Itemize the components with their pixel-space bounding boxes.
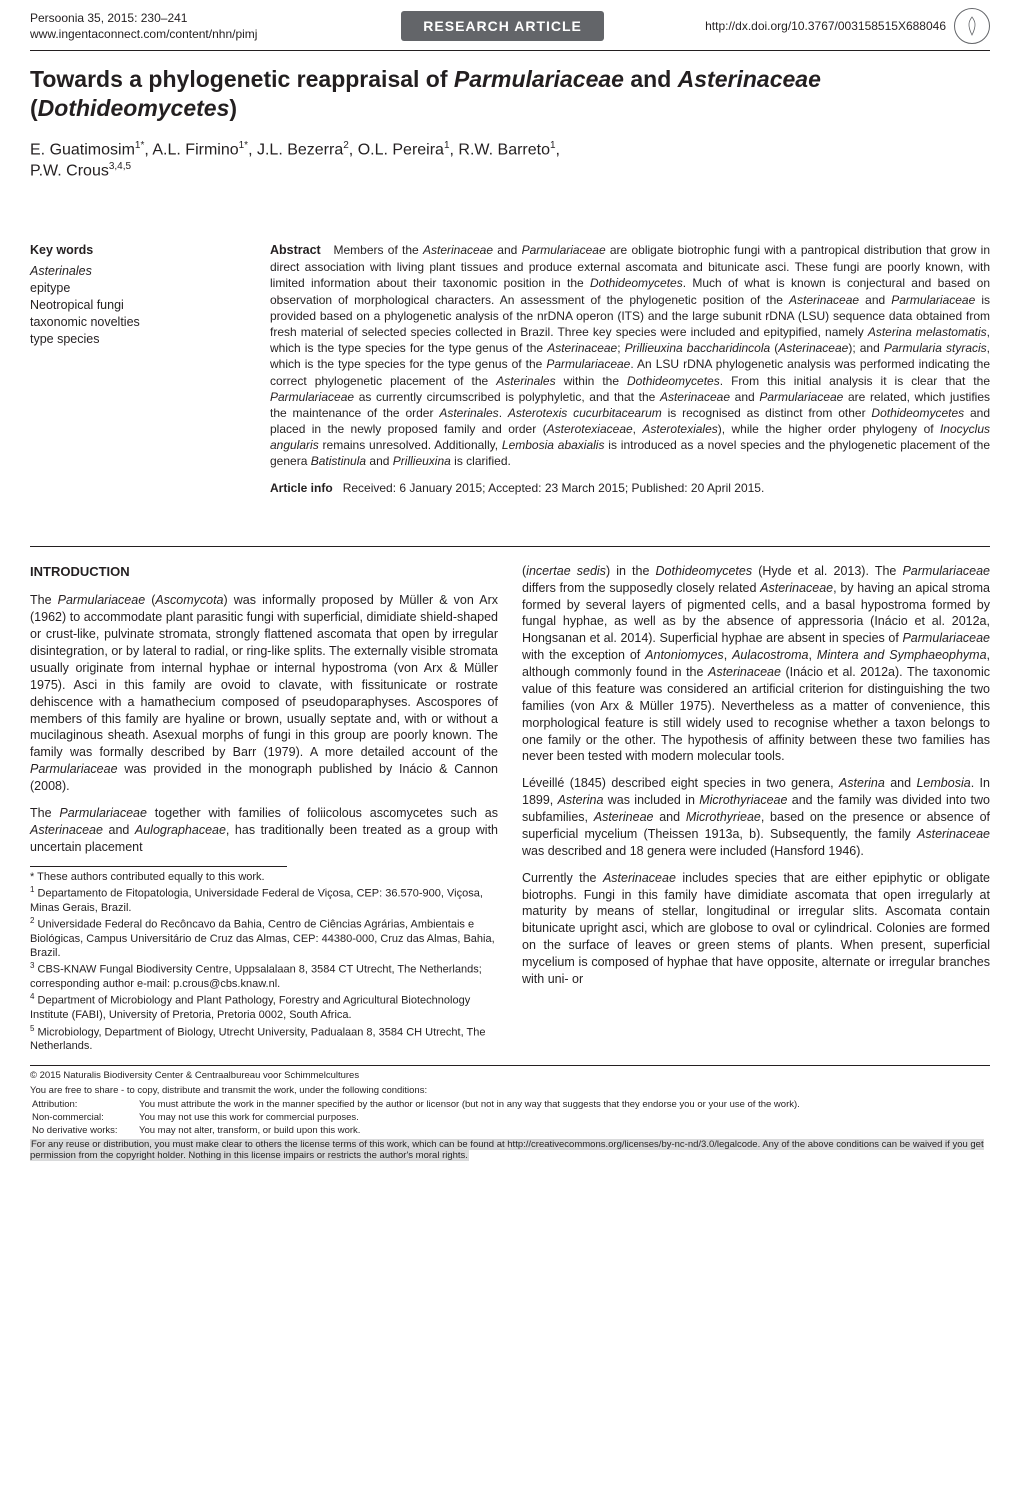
footnote-line: 4 Department of Microbiology and Plant P…	[30, 992, 498, 1022]
header-center: RESEARCH ARTICLE	[300, 11, 705, 42]
keyword-item: epitype	[30, 280, 240, 297]
body-paragraph: The Parmulariaceae (Ascomycota) was info…	[30, 592, 498, 795]
main-columns: INTRODUCTION The Parmulariaceae (Ascomyc…	[0, 563, 1020, 1055]
copyright-line: © 2015 Naturalis Biodiversity Center & C…	[30, 1070, 990, 1081]
footnotes: * These authors contributed equally to t…	[30, 871, 498, 1054]
license-label: Non-commercial:	[32, 1112, 137, 1123]
keywords-list: AsterinalesepitypeNeotropical fungitaxon…	[30, 263, 240, 347]
license-tail: For any reuse or distribution, you must …	[30, 1139, 990, 1162]
keyword-item: Neotropical fungi	[30, 297, 240, 314]
title-block: Towards a phylogenetic reappraisal of Pa…	[0, 65, 1020, 123]
keyword-item: type species	[30, 331, 240, 348]
body-paragraph: (incertae sedis) in the Dothideomycetes …	[522, 563, 990, 766]
article-info-label: Article info	[270, 481, 333, 495]
keyword-item: taxonomic novelties	[30, 314, 240, 331]
introduction-heading: INTRODUCTION	[30, 563, 498, 581]
abstract-block: Key words AsterinalesepitypeNeotropical …	[0, 242, 1020, 469]
body-paragraph: Currently the Asterinaceae includes spec…	[522, 870, 990, 988]
journal-url[interactable]: www.ingentaconnect.com/content/nhn/pimj	[30, 27, 257, 41]
keywords-column: Key words AsterinalesepitypeNeotropical …	[30, 242, 240, 469]
license-label: Attribution:	[32, 1099, 137, 1110]
header-right: http://dx.doi.org/10.3767/003158515X6880…	[705, 8, 990, 44]
research-article-badge: RESEARCH ARTICLE	[401, 11, 604, 42]
article-info: Article info Received: 6 January 2015; A…	[0, 480, 1020, 496]
abstract-heading: Abstract	[270, 243, 321, 257]
journal-medallion-icon	[954, 8, 990, 44]
abstract-column: Abstract Members of the Asterinaceae and…	[270, 242, 990, 469]
body-paragraph: Léveillé (1845) described eight species …	[522, 775, 990, 859]
mid-rule	[30, 546, 990, 547]
right-column: (incertae sedis) in the Dothideomycetes …	[522, 563, 990, 1055]
license-row: No derivative works:You may not alter, t…	[32, 1125, 800, 1136]
license-text: You may not use this work for commercial…	[139, 1112, 800, 1123]
license-block: © 2015 Naturalis Biodiversity Center & C…	[0, 1070, 1020, 1170]
keywords-heading: Key words	[30, 243, 93, 257]
license-label: No derivative works:	[32, 1125, 137, 1136]
footnotes-rule	[30, 866, 287, 867]
right-paragraphs: (incertae sedis) in the Dothideomycetes …	[522, 563, 990, 988]
license-intro: You are free to share - to copy, distrib…	[30, 1085, 990, 1096]
article-info-text: Received: 6 January 2015; Accepted: 23 M…	[343, 481, 765, 495]
authors: E. Guatimosim1*, A.L. Firmino1*, J.L. Be…	[0, 139, 1020, 183]
footnote-line: * These authors contributed equally to t…	[30, 871, 498, 885]
license-row: Non-commercial:You may not use this work…	[32, 1112, 800, 1123]
top-rule	[30, 50, 990, 51]
left-column: INTRODUCTION The Parmulariaceae (Ascomyc…	[30, 563, 498, 1055]
license-text: You must attribute the work in the manne…	[139, 1099, 800, 1110]
keyword-item: Asterinales	[30, 263, 240, 280]
abstract-text: Abstract Members of the Asterinaceae and…	[270, 242, 990, 469]
doi-link[interactable]: http://dx.doi.org/10.3767/003158515X6880…	[705, 18, 946, 34]
footnote-line: 2 Universidade Federal do Recôncavo da B…	[30, 916, 498, 960]
body-paragraph: The Parmulariaceae together with familie…	[30, 805, 498, 856]
abstract-body: Members of the Asterinaceae and Parmular…	[270, 243, 990, 468]
footnote-line: 3 CBS-KNAW Fungal Biodiversity Centre, U…	[30, 961, 498, 991]
article-title: Towards a phylogenetic reappraisal of Pa…	[30, 65, 990, 123]
license-row: Attribution:You must attribute the work …	[32, 1099, 800, 1110]
footnote-line: 1 Departamento de Fitopatologia, Univers…	[30, 885, 498, 915]
license-text: You may not alter, transform, or build u…	[139, 1125, 800, 1136]
license-table: Attribution:You must attribute the work …	[30, 1097, 802, 1139]
footnote-line: 5 Microbiology, Department of Biology, U…	[30, 1024, 498, 1054]
journal-citation: Persoonia 35, 2015: 230–241	[30, 10, 300, 26]
license-tail-text: For any reuse or distribution, you must …	[30, 1139, 984, 1161]
header-left: Persoonia 35, 2015: 230–241 www.ingentac…	[30, 10, 300, 42]
bottom-rule	[30, 1065, 990, 1066]
header-bar: Persoonia 35, 2015: 230–241 www.ingentac…	[0, 0, 1020, 48]
left-paragraphs: The Parmulariaceae (Ascomycota) was info…	[30, 592, 498, 855]
